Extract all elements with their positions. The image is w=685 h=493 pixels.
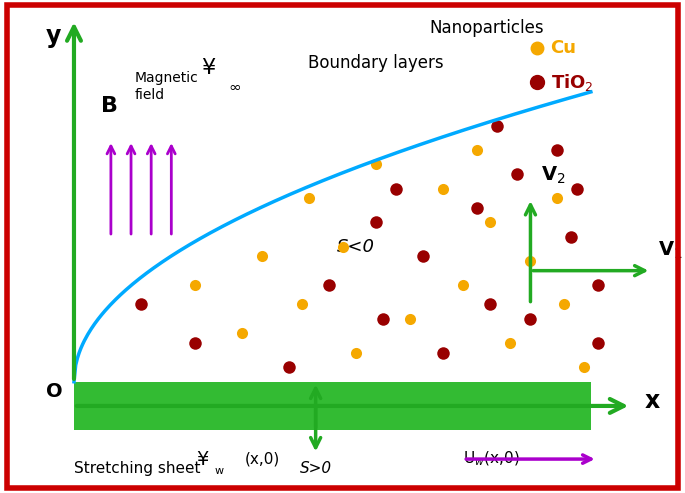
- Text: O: O: [45, 382, 62, 401]
- Text: w: w: [215, 466, 224, 476]
- Text: S>0: S>0: [299, 461, 332, 476]
- Text: V$_1$: V$_1$: [658, 240, 683, 261]
- Text: TiO$_2$: TiO$_2$: [551, 72, 593, 93]
- Text: Magnetic
field: Magnetic field: [134, 71, 198, 102]
- Text: Stretching sheet: Stretching sheet: [74, 461, 201, 476]
- Bar: [74, 382, 591, 430]
- Text: ¥: ¥: [201, 58, 215, 78]
- Text: ∞: ∞: [228, 79, 241, 95]
- Text: V$_2$: V$_2$: [540, 165, 565, 186]
- Text: y: y: [46, 24, 62, 48]
- Text: Boundary layers: Boundary layers: [308, 54, 444, 72]
- Text: U$_w$(x,0): U$_w$(x,0): [463, 450, 520, 468]
- Text: (x,0): (x,0): [245, 452, 280, 466]
- Text: S<0: S<0: [337, 238, 375, 255]
- Text: Nanoparticles: Nanoparticles: [429, 19, 545, 37]
- Text: Cu: Cu: [551, 39, 577, 57]
- Text: ¥: ¥: [196, 450, 208, 468]
- Text: x: x: [645, 389, 660, 413]
- Text: B: B: [101, 96, 118, 116]
